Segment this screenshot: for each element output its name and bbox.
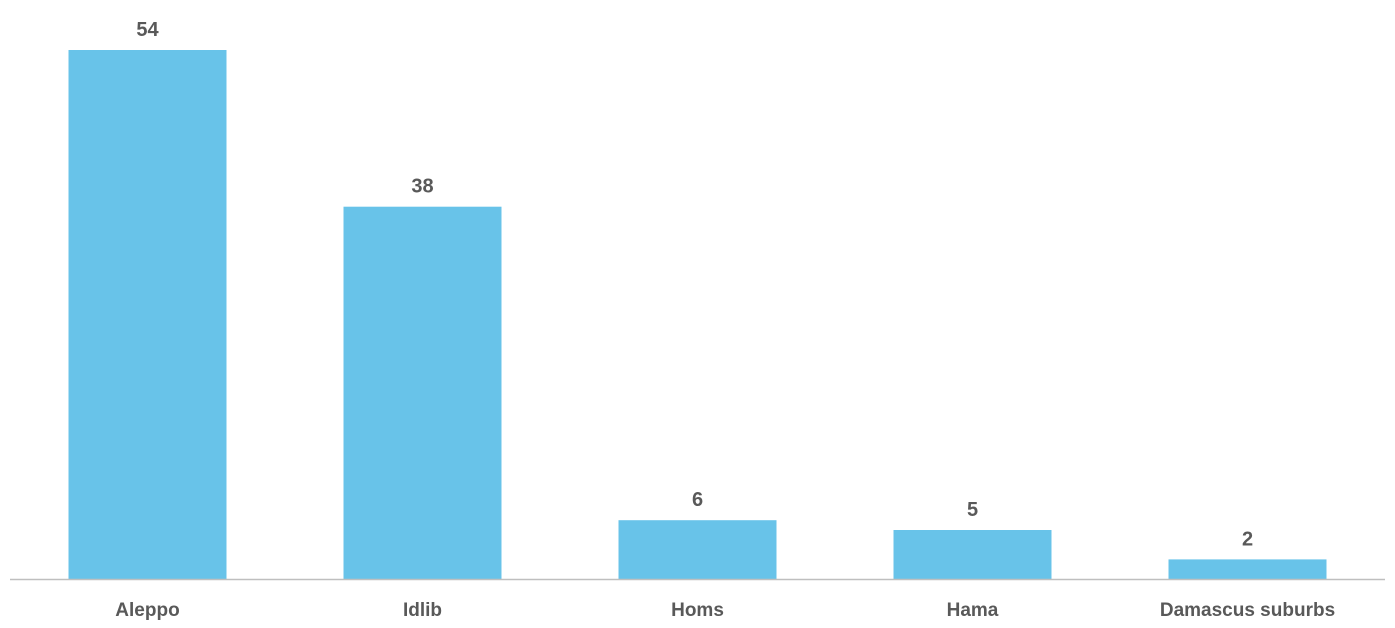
- x-tick-label: Aleppo: [115, 600, 179, 621]
- category-labels-layer: Aleppo Idlib Homs Hama Damascus suburbs: [115, 600, 1335, 621]
- bar-homs: [618, 520, 777, 579]
- data-label: 54: [136, 19, 159, 41]
- x-tick-label: Idlib: [403, 600, 442, 621]
- bars-layer: [68, 50, 1327, 579]
- x-tick-label: Damascus suburbs: [1160, 600, 1335, 621]
- bar-idlib: [343, 206, 502, 579]
- data-label: 38: [411, 176, 433, 198]
- bar-aleppo: [68, 50, 227, 579]
- bar-damascus-suburbs: [1168, 559, 1327, 579]
- x-tick-label: Homs: [671, 600, 724, 621]
- x-tick-label: Hama: [947, 600, 999, 621]
- data-label: 6: [692, 489, 703, 511]
- value-labels-layer: 54 38 6 5 2: [136, 19, 1253, 550]
- bar-hama: [893, 530, 1052, 579]
- data-label: 5: [967, 499, 978, 521]
- data-label: 2: [1242, 528, 1253, 550]
